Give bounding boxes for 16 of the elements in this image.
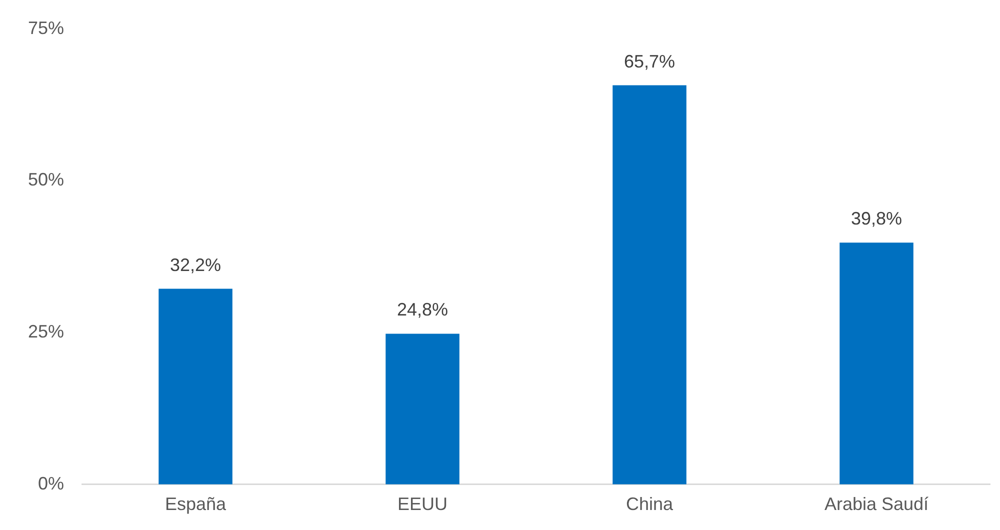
y-tick-label: 75% bbox=[28, 18, 64, 38]
y-tick-label: 50% bbox=[28, 170, 64, 190]
x-tick-label: Arabia Saudí bbox=[824, 494, 929, 514]
bar bbox=[386, 334, 460, 484]
bar bbox=[612, 85, 686, 484]
bar bbox=[840, 242, 914, 484]
x-tick-label: China bbox=[626, 494, 674, 514]
data-label: 24,8% bbox=[396, 300, 448, 320]
y-tick-label: 25% bbox=[28, 322, 64, 342]
data-label: 39,8% bbox=[850, 208, 902, 229]
x-tick-label: España bbox=[164, 494, 228, 514]
bar bbox=[158, 288, 232, 484]
x-tick-label: EEUU bbox=[398, 494, 448, 514]
y-tick-label: 0% bbox=[38, 473, 64, 494]
data-label: 32,2% bbox=[170, 254, 222, 275]
data-label: 65,7% bbox=[624, 51, 676, 72]
